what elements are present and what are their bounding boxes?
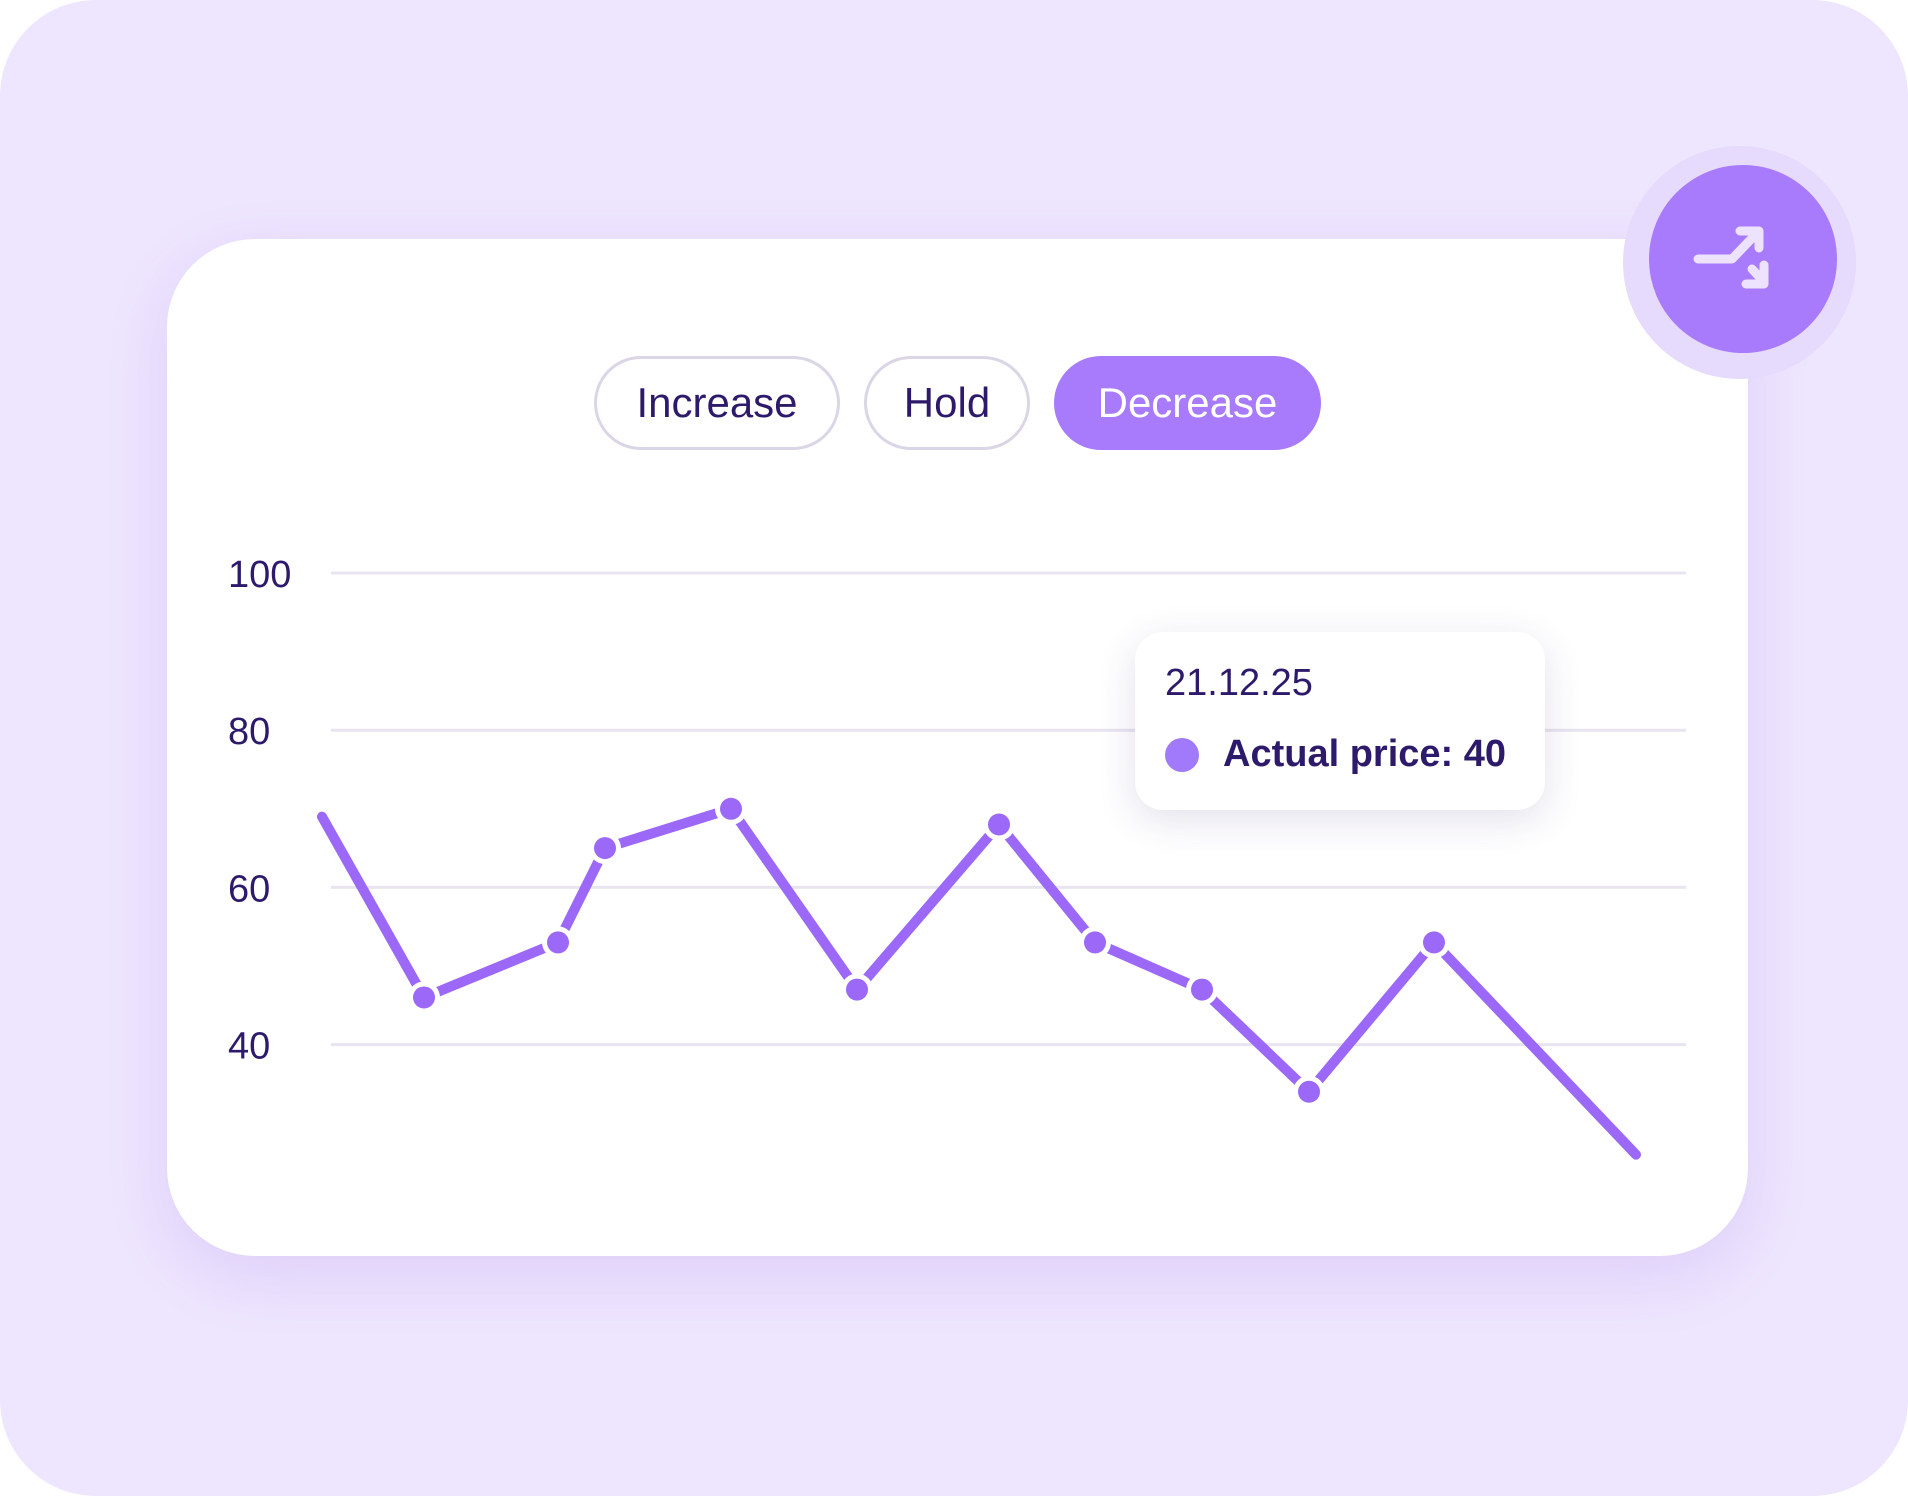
tab-increase-label: Increase: [636, 379, 798, 426]
tab-increase[interactable]: Increase: [594, 356, 840, 450]
shuffle-badge[interactable]: [1649, 165, 1837, 353]
tab-hold[interactable]: Hold: [864, 356, 1030, 450]
tab-decrease[interactable]: Decrease: [1054, 356, 1321, 450]
tab-group: Increase Hold Decrease: [594, 356, 1321, 450]
tooltip-value: Actual price: 40: [1223, 733, 1506, 775]
shuffle-arrows-icon: [1693, 226, 1769, 289]
tooltip: 21.12.25 Actual price: 40: [1135, 632, 1545, 810]
tab-decrease-label: Decrease: [1097, 379, 1278, 426]
tooltip-series-dot: [1165, 737, 1199, 772]
tab-hold-label: Hold: [903, 379, 991, 426]
tooltip-date: 21.12.25: [1165, 662, 1313, 704]
